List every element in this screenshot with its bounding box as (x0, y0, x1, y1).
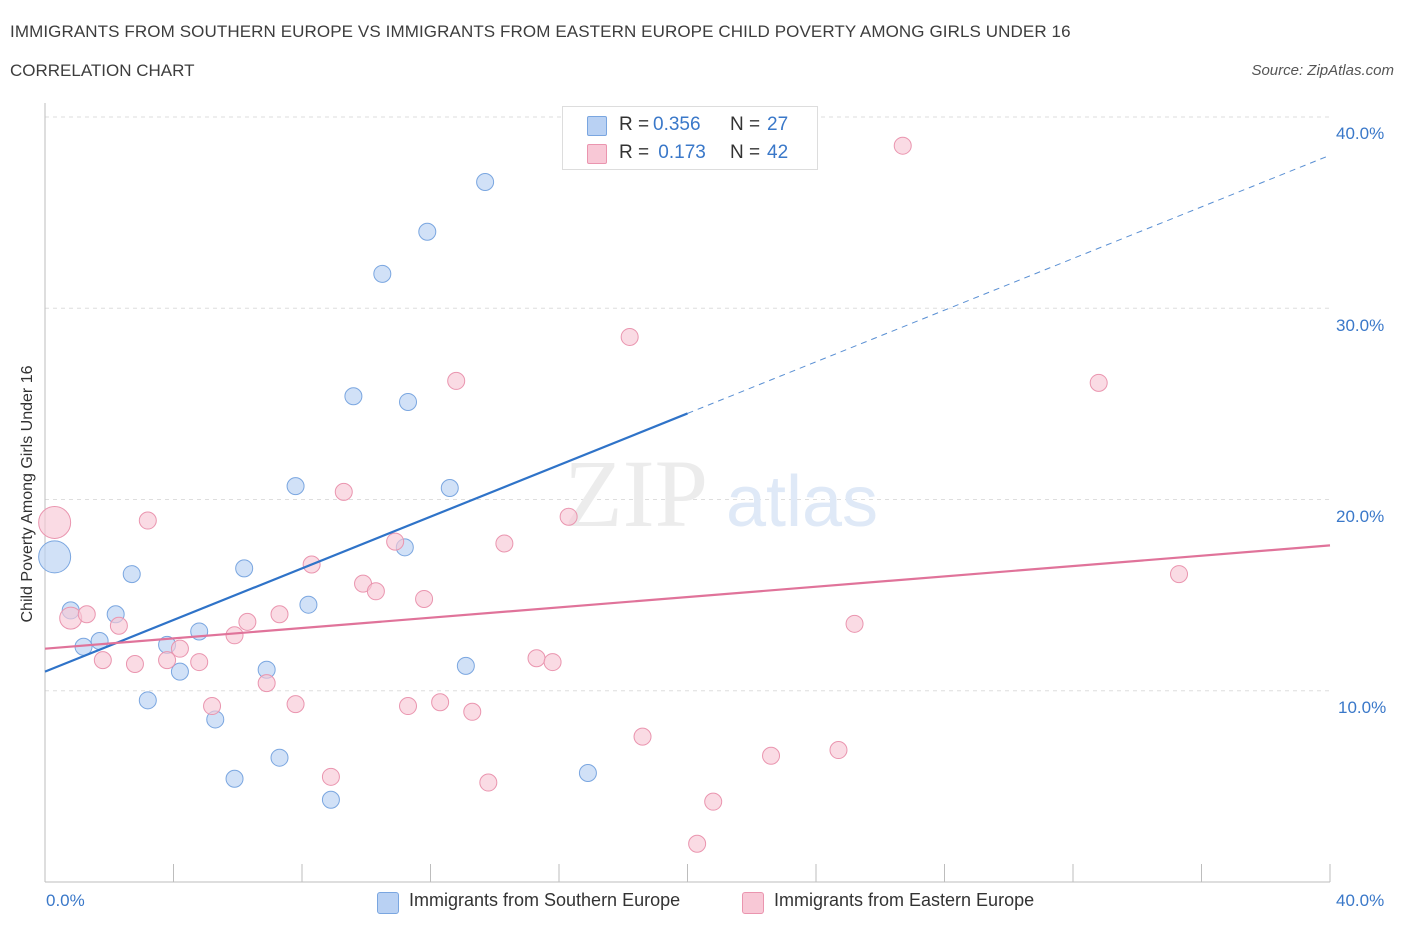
watermark-zip: ZIP (564, 440, 708, 547)
trend-line-eastern (44, 544, 1331, 650)
swatch-eastern (587, 144, 607, 164)
point-eastern (620, 327, 639, 346)
point-southern (440, 479, 459, 498)
n-label: N = (730, 142, 761, 163)
point-southern (170, 662, 189, 681)
point-southern (138, 691, 157, 710)
point-southern (225, 769, 244, 788)
stats-legend: R = 0.356 N = 27 R = 0.173 N = 42 (562, 106, 818, 170)
point-eastern (257, 674, 276, 693)
legend-swatch-southern (377, 892, 399, 914)
point-eastern (203, 697, 222, 716)
point-eastern (431, 693, 450, 712)
source-credit: Source: ZipAtlas.com (1251, 62, 1394, 79)
r-value: 0.356 (653, 114, 701, 135)
point-eastern (1089, 373, 1108, 392)
point-southern (578, 763, 597, 782)
point-eastern (704, 792, 723, 811)
y-tick-label-20: 20.0% (1336, 507, 1385, 526)
point-eastern (138, 511, 157, 530)
point-eastern (286, 695, 305, 714)
y-tick-label-30: 30.0% (1336, 316, 1385, 335)
point-eastern (366, 582, 385, 601)
point-eastern (93, 651, 112, 670)
y-tick-label-10: 10.0% (1338, 698, 1387, 717)
point-southern (122, 565, 141, 584)
point-eastern (225, 626, 244, 645)
point-southern (476, 173, 495, 192)
n-label: N = (730, 114, 761, 135)
point-eastern (845, 614, 864, 633)
point-eastern (893, 136, 912, 155)
y-tick-label-40: 40.0% (1336, 124, 1385, 143)
point-eastern (829, 741, 848, 760)
point-southern (399, 392, 418, 411)
point-southern (456, 656, 475, 675)
point-eastern (158, 651, 177, 670)
point-eastern (125, 654, 144, 673)
data-points (38, 136, 1189, 853)
point-southern (418, 222, 437, 241)
point-southern (299, 595, 318, 614)
point-eastern (238, 612, 257, 631)
point-eastern (59, 606, 83, 630)
point-eastern (386, 532, 405, 551)
point-eastern (762, 746, 781, 765)
point-southern (321, 790, 340, 809)
trend-line-southern (44, 412, 688, 673)
legend-swatch-eastern (742, 892, 764, 914)
point-eastern (77, 605, 96, 624)
point-southern (235, 559, 254, 578)
swatch-southern (587, 116, 607, 136)
legend-label-eastern: Immigrants from Eastern Europe (774, 890, 1035, 910)
x-tick-label-min: 0.0% (46, 891, 85, 910)
r-label: R = (619, 142, 650, 163)
point-southern (373, 264, 392, 283)
point-southern (344, 387, 363, 406)
point-southern (38, 540, 72, 574)
point-eastern (38, 505, 72, 539)
legend-label-southern: Immigrants from Southern Europe (409, 890, 681, 910)
point-eastern (321, 767, 340, 786)
point-eastern (334, 482, 353, 501)
point-eastern (688, 834, 707, 853)
point-eastern (559, 507, 578, 526)
point-eastern (633, 727, 652, 746)
r-value: 0.173 (653, 142, 706, 163)
point-eastern (527, 649, 546, 668)
axes (44, 103, 1331, 883)
n-value: 27 (767, 114, 789, 135)
trend-lines (44, 154, 1331, 673)
grid-lines (45, 116, 1330, 692)
point-eastern (1170, 565, 1189, 584)
point-eastern (190, 653, 209, 672)
point-eastern (399, 697, 418, 716)
point-eastern (415, 589, 434, 608)
point-southern (270, 748, 289, 767)
point-eastern (479, 773, 498, 792)
chart-title: IMMIGRANTS FROM SOUTHERN EUROPE VS IMMIG… (10, 22, 1071, 41)
watermark: ZIP atlas (564, 440, 878, 547)
watermark-atlas: atlas (726, 462, 878, 542)
point-southern (286, 477, 305, 496)
point-eastern (270, 605, 289, 624)
point-eastern (543, 653, 562, 672)
r-label: R = (619, 114, 650, 135)
chart-subtitle: CORRELATION CHART (10, 61, 195, 80)
point-eastern (170, 639, 189, 658)
point-eastern (463, 702, 482, 721)
point-eastern (447, 371, 466, 390)
point-eastern (109, 616, 128, 635)
x-tick-label-max: 40.0% (1336, 891, 1385, 910)
trend-line-southern-extrapolated (687, 154, 1331, 414)
n-value: 42 (767, 142, 789, 163)
point-eastern (495, 534, 514, 553)
